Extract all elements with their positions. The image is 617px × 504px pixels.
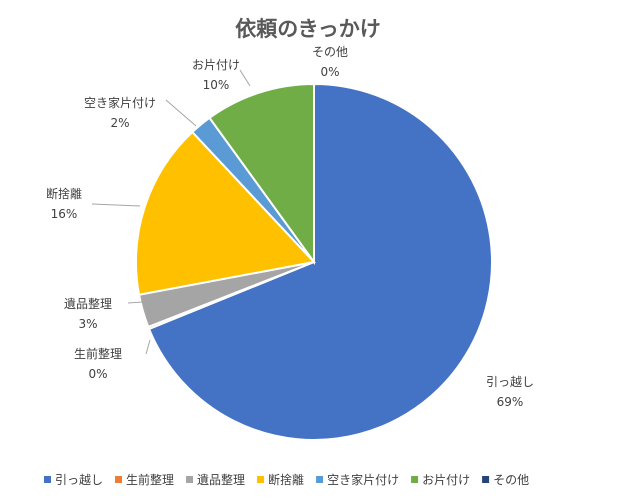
data-label-value-生前整理: 0% bbox=[88, 367, 107, 381]
legend-swatch-遺品整理 bbox=[186, 476, 194, 483]
legend-swatch-お片付け bbox=[411, 476, 419, 483]
legend-swatch-その他 bbox=[482, 476, 490, 483]
leader-lines bbox=[91, 69, 251, 355]
pie-slice-お片付け bbox=[208, 82, 315, 266]
legend-label-遺品整理: 遺品整理 bbox=[197, 472, 245, 487]
legend-label-生前整理: 生前整理 bbox=[126, 472, 174, 487]
data-label-value-その他: 0% bbox=[320, 65, 339, 79]
legend-label-断捨離: 断捨離 bbox=[268, 472, 304, 487]
data-label-name-空き家片付け: 空き家片付け bbox=[84, 95, 156, 110]
legend-label-その他: その他 bbox=[493, 473, 529, 487]
legend-swatch-引っ越し bbox=[44, 476, 51, 483]
pie-slice-断捨離 bbox=[135, 130, 316, 296]
legend-label-お片付け: お片付け bbox=[422, 473, 470, 487]
data-label-value-引っ越し: 69% bbox=[497, 395, 524, 409]
leader-line-生前整理 bbox=[145, 339, 151, 355]
data-labels: 引っ越し 69% 生前整理 0% 遺品整理 3% 断捨離 16% 空き家片付け 2% お片付け 10%… bbox=[46, 45, 534, 409]
leader-line-空き家片付け bbox=[165, 99, 197, 127]
pie-slices bbox=[135, 82, 493, 441]
leader-line-遺品整理 bbox=[127, 301, 143, 304]
legend-swatch-空き家片付け bbox=[316, 476, 324, 483]
leader-line-断捨離 bbox=[91, 203, 141, 207]
data-label-value-断捨離: 16% bbox=[51, 207, 78, 221]
legend: 引っ越し 生前整理 遺品整理 断捨離 空き家片付け お片付け その他 bbox=[44, 472, 529, 487]
data-label-name-断捨離: 断捨離 bbox=[46, 186, 82, 201]
leader-line-お片付け bbox=[239, 69, 251, 87]
legend-swatch-生前整理 bbox=[115, 476, 123, 483]
data-label-name-お片付け: お片付け bbox=[192, 58, 240, 72]
legend-label-空き家片付け: 空き家片付け bbox=[327, 472, 399, 487]
data-label-value-遺品整理: 3% bbox=[78, 317, 97, 331]
data-label-value-空き家片付け: 2% bbox=[110, 116, 129, 130]
data-label-name-その他: その他 bbox=[312, 45, 348, 59]
chart-title: 依頼のきっかけ bbox=[235, 17, 381, 41]
data-label-name-生前整理: 生前整理 bbox=[74, 346, 122, 361]
data-label-name-遺品整理: 遺品整理 bbox=[64, 296, 112, 311]
legend-swatch-断捨離 bbox=[257, 476, 265, 483]
legend-label-引っ越し: 引っ越し bbox=[55, 473, 103, 487]
data-label-value-お片付け: 10% bbox=[203, 78, 230, 92]
pie-slice-引っ越し bbox=[147, 82, 493, 441]
data-label-name-引っ越し: 引っ越し bbox=[486, 375, 534, 389]
